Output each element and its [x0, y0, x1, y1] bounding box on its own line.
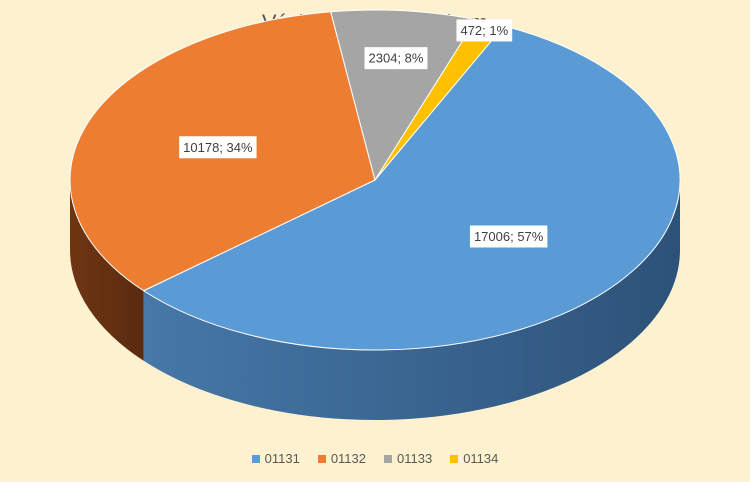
svg-text:472; 1%: 472; 1% [460, 23, 508, 38]
legend-label: 01131 [264, 451, 300, 466]
data-label-01134: 472; 1% [456, 19, 513, 42]
legend-item-01133: 01133 [384, 451, 432, 466]
legend-label: 01133 [397, 451, 433, 466]
data-label-01132: 10178; 34% [179, 136, 257, 159]
legend-item-01131: 01131 [251, 451, 300, 466]
legend-swatch [317, 454, 326, 463]
data-label-01133: 2304; 8% [364, 47, 428, 70]
legend-swatch [251, 454, 260, 463]
chart-legend: 01131 01132 01133 01134 [0, 451, 750, 466]
legend-item-01132: 01132 [317, 451, 366, 466]
legend-label: 01134 [463, 451, 499, 466]
legend-swatch [450, 454, 459, 463]
svg-text:10178; 34%: 10178; 34% [183, 140, 253, 155]
pie-side-01132 [70, 180, 144, 361]
pie-side-01131 [143, 180, 681, 420]
svg-text:2304; 8%: 2304; 8% [369, 51, 424, 66]
svg-text:17006; 57%: 17006; 57% [474, 229, 544, 244]
legend-label: 01132 [330, 451, 366, 466]
data-label-01131: 17006; 57% [469, 225, 548, 248]
pie-slice-01131 [142, 25, 681, 351]
legend-item-01134: 01134 [450, 451, 498, 466]
legend-swatch [384, 454, 392, 463]
